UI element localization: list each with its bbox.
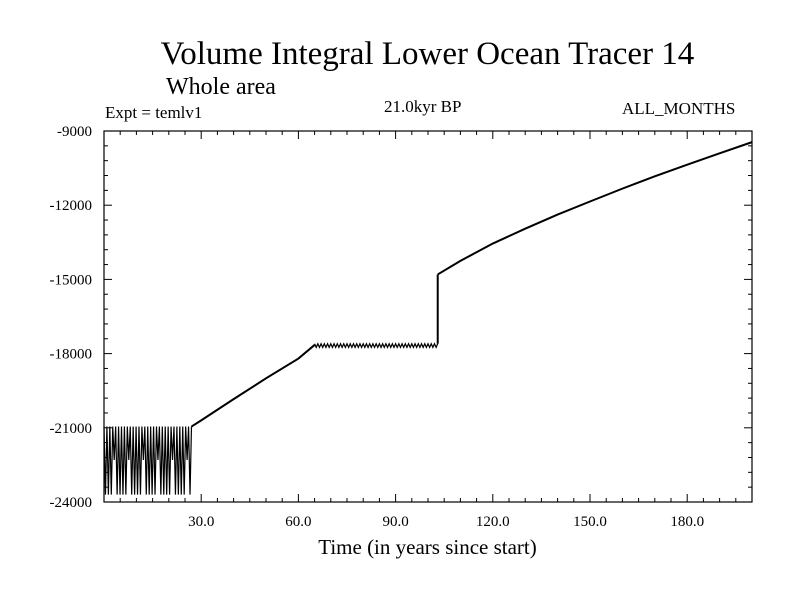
series-line: [190, 344, 316, 428]
x-tick-label: 120.0: [476, 514, 510, 530]
series-layer: [103, 141, 753, 495]
axis-ticks: [104, 131, 752, 502]
x-tick-label: 150.0: [573, 514, 607, 530]
x-tick-label: 30.0: [188, 514, 214, 530]
y-tick-label: -12000: [50, 198, 93, 214]
x-tick-label: 180.0: [670, 514, 704, 530]
plot-frame: [103, 130, 753, 503]
months-label: ALL_MONTHS: [622, 99, 736, 118]
chart-title: Volume Integral Lower Ocean Tracer 14: [160, 36, 695, 72]
tick-labels: 30.0 60.0 90.0 120.0 150.0 180.0 -9000 -12000 -1…: [50, 124, 705, 530]
series-oscillation: [314, 342, 439, 349]
experiment-label: Expt = temlv1: [105, 103, 203, 122]
x-tick-label: 60.0: [285, 514, 311, 530]
series-line: [437, 141, 753, 276]
chart-subtitle: Whole area: [166, 74, 276, 100]
x-axis-label: Time (in years since start): [318, 535, 537, 559]
y-tick-label: -15000: [50, 272, 93, 288]
x-tick-label: 90.0: [382, 514, 408, 530]
y-tick-label: -9000: [57, 124, 92, 140]
y-tick-label: -18000: [50, 347, 93, 363]
y-tick-label: -24000: [50, 495, 93, 511]
period-label: 21.0kyr BP: [384, 97, 462, 116]
series-oscillation: [103, 426, 193, 495]
y-tick-label: -21000: [50, 421, 93, 437]
